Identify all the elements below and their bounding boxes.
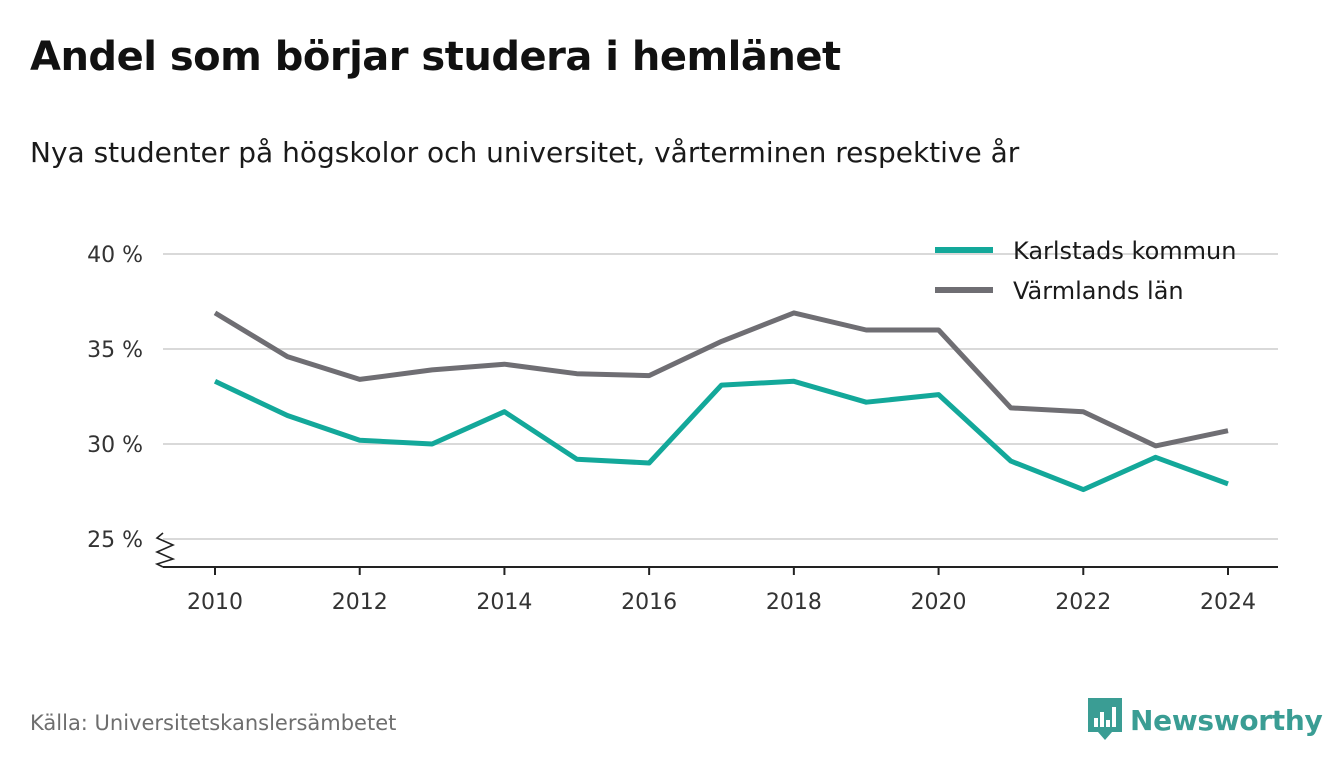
chart-subtitle: Nya studenter på högskolor och universit… [30,136,1020,169]
series-line-karlstad [213,378,1229,493]
line-chart: 25 % 30 % 35 % 40 % 2010 2012 2014 2016 2018 202… [87,237,1278,615]
series-lines [213,310,1229,493]
series-line-varmland [213,310,1229,449]
x-tick-label: 2014 [476,590,532,615]
y-tick-label: 25 % [87,528,143,553]
legend-label: Karlstads kommun [1013,237,1236,265]
x-tick-label: 2020 [911,590,967,615]
legend: Karlstads kommun Värmlands län [935,237,1236,305]
source-note: Källa: Universitetskanslersämbetet [30,711,397,735]
x-tick-label: 2018 [766,590,822,615]
y-tick-label: 40 % [87,243,143,268]
axis-break-icon [154,532,176,568]
x-tick-label: 2012 [332,590,388,615]
brand-logo: Newsworthy [1088,698,1323,742]
x-tick-label: 2024 [1200,590,1256,615]
x-tick-label: 2022 [1055,590,1111,615]
bar-chart-icon [1088,698,1122,740]
y-tick-label: 30 % [87,433,143,458]
x-tick-label: 2010 [187,590,243,615]
chart-title: Andel som börjar studera i hemlänet [30,34,841,80]
legend-label: Värmlands län [1013,277,1184,305]
x-tick-label: 2016 [621,590,677,615]
x-axis: 2010 2012 2014 2016 2018 2020 2022 2024 [163,566,1278,615]
y-tick-label: 35 % [87,338,143,363]
gridlines [163,253,1278,540]
brand-name: Newsworthy [1130,703,1323,737]
y-axis: 25 % 30 % 35 % 40 % [87,243,176,568]
